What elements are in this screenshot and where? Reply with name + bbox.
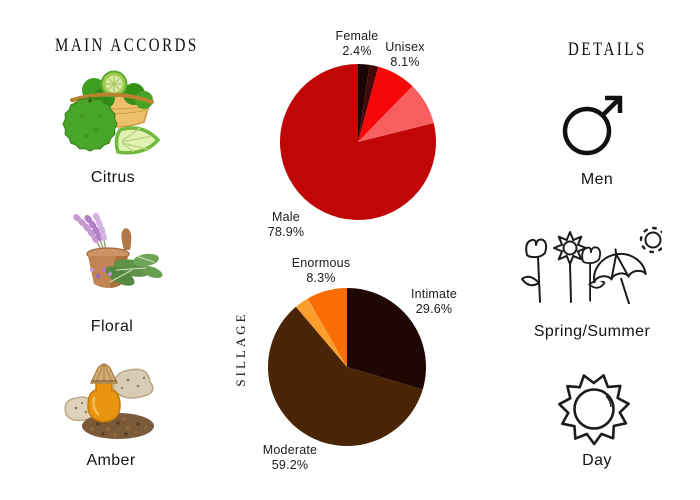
pie-label-unisex: Unisex 8.1%: [385, 40, 425, 69]
gender-votes-pie-slice-3: [358, 86, 434, 142]
gender-votes-pie-slice-Male: [279, 63, 436, 220]
gender-votes-pie-slice-Unisex: [358, 66, 413, 142]
pie-label-male: Male 78.9%: [267, 210, 305, 239]
detail-label-spring-summer: Spring/Summer: [533, 323, 651, 340]
sillage-votes-pie-slice-Intimate: [347, 288, 426, 390]
gender-votes-pie-slice-Female: [358, 64, 370, 142]
sillage-votes-pie-slice-Enormous: [307, 288, 347, 367]
pie-label-moderate: Moderate 59.2%: [262, 443, 318, 472]
gender-votes-pie-slice-1: [358, 64, 379, 142]
floral-sage-image: [58, 212, 164, 314]
accord-label-amber: Amber: [86, 452, 136, 469]
sillage-pie-chart: [267, 288, 426, 447]
pie-label-intimate: Intimate 29.6%: [410, 287, 458, 316]
accord-label-citrus: Citrus: [90, 169, 136, 186]
main-accords-heading: MAIN ACCORDS: [55, 36, 199, 56]
sillage-votes-pie-slice-2: [295, 298, 347, 367]
amber-bottle-image: [58, 356, 160, 442]
sillage-votes-pie-slice-Moderate: [267, 306, 423, 447]
male-symbol-icon: [560, 93, 626, 157]
detail-label-day: Day: [582, 452, 612, 469]
detail-label-men: Men: [580, 171, 614, 188]
citrus-bergamot-image: [56, 66, 168, 162]
gender-pie-chart: [279, 63, 436, 220]
details-heading: DETAILS: [568, 40, 647, 60]
accord-label-floral: Floral: [90, 318, 134, 335]
sillage-axis-label: SILLAGE: [233, 311, 248, 387]
sun-icon: [556, 371, 632, 447]
pie-label-enormous: Enormous 8.3%: [291, 256, 351, 285]
flowers-umbrella-sun-icon: [520, 224, 662, 304]
pie-label-female: Female 2.4%: [335, 29, 379, 58]
